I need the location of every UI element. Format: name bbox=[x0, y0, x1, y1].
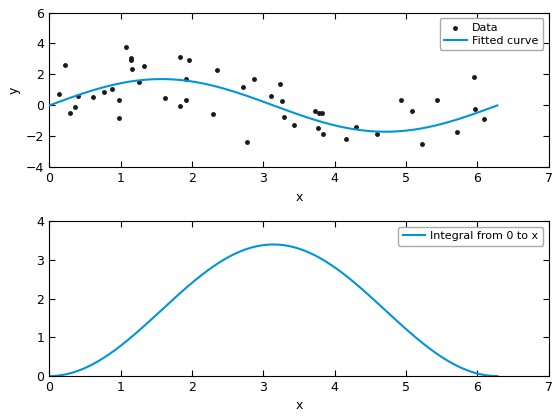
Fitted curve bbox=[46, 103, 53, 108]
Data bbox=[161, 94, 170, 101]
Data bbox=[54, 91, 63, 98]
Fitted curve bbox=[485, 106, 492, 111]
Data bbox=[342, 136, 351, 143]
Integral from 0 to x bbox=[494, 373, 501, 378]
Data bbox=[121, 43, 130, 50]
Data bbox=[373, 131, 382, 138]
Data bbox=[407, 108, 416, 114]
Data bbox=[239, 84, 248, 90]
Data bbox=[134, 79, 143, 85]
Line: Fitted curve: Fitted curve bbox=[49, 79, 497, 132]
Data bbox=[181, 75, 190, 82]
Data bbox=[471, 106, 480, 113]
Data bbox=[115, 97, 124, 104]
Data bbox=[313, 124, 322, 131]
Data bbox=[209, 110, 218, 117]
Data bbox=[478, 168, 487, 175]
Data bbox=[452, 128, 461, 135]
Data bbox=[184, 56, 193, 63]
Data bbox=[418, 141, 427, 147]
Data bbox=[290, 122, 298, 129]
Data bbox=[352, 124, 361, 131]
Integral from 0 to x bbox=[262, 242, 268, 247]
Fitted curve bbox=[314, 118, 320, 123]
Data bbox=[275, 81, 284, 88]
Data bbox=[213, 66, 222, 73]
Data bbox=[128, 66, 137, 73]
Data bbox=[470, 74, 479, 81]
Data bbox=[175, 54, 184, 60]
Integral from 0 to x bbox=[259, 243, 265, 248]
Data bbox=[249, 76, 258, 83]
Fitted curve bbox=[290, 110, 296, 115]
Data bbox=[280, 113, 289, 120]
Data bbox=[127, 56, 136, 63]
Data bbox=[317, 110, 326, 117]
Data bbox=[267, 93, 276, 100]
Data bbox=[100, 89, 109, 96]
Data bbox=[74, 92, 83, 99]
Data bbox=[362, 168, 371, 175]
Fitted curve bbox=[415, 126, 422, 131]
Data bbox=[108, 86, 116, 93]
X-axis label: x: x bbox=[295, 399, 302, 412]
Integral from 0 to x bbox=[46, 373, 53, 378]
Legend: Integral from 0 to x: Integral from 0 to x bbox=[398, 227, 543, 246]
Data bbox=[88, 94, 97, 100]
Integral from 0 to x bbox=[484, 373, 491, 378]
Data bbox=[71, 103, 80, 110]
Integral from 0 to x bbox=[290, 244, 296, 249]
Fitted curve bbox=[262, 100, 269, 105]
Data bbox=[479, 116, 488, 123]
Data bbox=[181, 97, 190, 103]
X-axis label: x: x bbox=[295, 191, 302, 204]
Data bbox=[176, 102, 185, 109]
Data bbox=[314, 110, 323, 116]
Fitted curve bbox=[382, 129, 389, 134]
Data bbox=[242, 139, 251, 145]
Data bbox=[396, 96, 405, 103]
Data bbox=[278, 98, 287, 105]
Legend: Data, Fitted curve: Data, Fitted curve bbox=[440, 18, 543, 50]
Integral from 0 to x bbox=[314, 254, 320, 259]
Data bbox=[60, 62, 69, 69]
Data bbox=[310, 108, 319, 115]
Data bbox=[140, 62, 149, 69]
Integral from 0 to x bbox=[414, 336, 421, 341]
Data bbox=[127, 54, 136, 61]
Data bbox=[115, 115, 124, 121]
Data bbox=[433, 97, 442, 104]
Y-axis label: y: y bbox=[7, 86, 21, 94]
Data bbox=[319, 130, 328, 137]
Fitted curve bbox=[494, 103, 501, 108]
Integral from 0 to x bbox=[269, 242, 276, 247]
Line: Integral from 0 to x: Integral from 0 to x bbox=[49, 244, 497, 376]
Fitted curve bbox=[158, 76, 165, 81]
Data bbox=[66, 110, 74, 116]
Fitted curve bbox=[260, 99, 267, 104]
